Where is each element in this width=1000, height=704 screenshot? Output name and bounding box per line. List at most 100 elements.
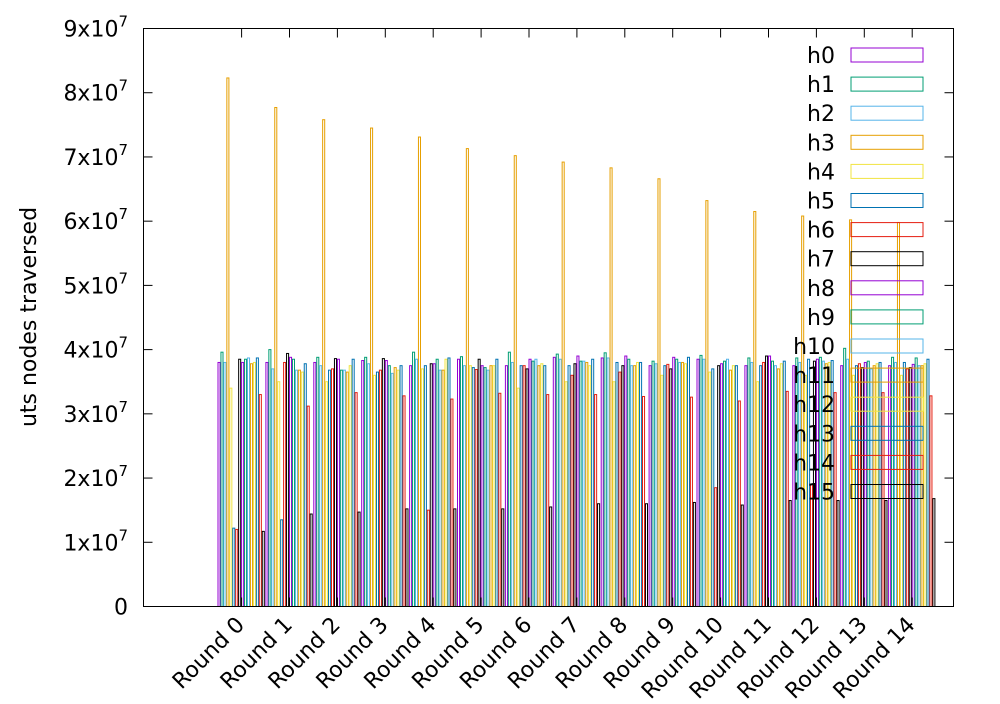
bar-h7-round-8 bbox=[621, 365, 625, 608]
bar-h12-round-10 bbox=[731, 365, 735, 608]
bar-h8-round-0 bbox=[241, 361, 245, 607]
bar-h13-round-11 bbox=[782, 360, 786, 608]
bar-h0-round-8 bbox=[600, 357, 604, 607]
bar-h1-round-13 bbox=[843, 347, 847, 607]
y-tick-label: 4x107 bbox=[63, 334, 128, 364]
bar-h14-round-5 bbox=[498, 392, 502, 607]
bar-h15-round-4 bbox=[453, 508, 457, 608]
bar-h10-round-4 bbox=[438, 369, 442, 607]
bar-h15-round-2 bbox=[357, 511, 361, 608]
bar-h11-round-10 bbox=[728, 369, 733, 607]
bar-h1-round-11 bbox=[747, 357, 751, 607]
bar-h10-round-0 bbox=[247, 357, 251, 607]
bar-h6-round-6 bbox=[522, 365, 526, 608]
legend-label: h0 bbox=[807, 44, 835, 69]
bar-h14-round-9 bbox=[689, 396, 693, 608]
bar-h3-round-4 bbox=[417, 136, 422, 607]
legend-swatch bbox=[850, 484, 924, 499]
bar-h14-round-3 bbox=[402, 395, 406, 607]
legend-swatch bbox=[850, 134, 924, 150]
legend-label: h8 bbox=[807, 277, 835, 302]
legend-swatch bbox=[850, 367, 924, 383]
bar-h15-round-0 bbox=[261, 530, 265, 607]
bar-h9-round-9 bbox=[675, 358, 679, 607]
bar-h12-round-8 bbox=[636, 361, 640, 607]
bar-h0-round-10 bbox=[696, 358, 700, 607]
bar-h15-round-6 bbox=[549, 506, 553, 607]
bar-h4-round-8 bbox=[612, 381, 616, 607]
bar-h3-round-6 bbox=[513, 155, 517, 607]
bar-h4-round-11 bbox=[756, 381, 760, 607]
bar-h4-round-0 bbox=[229, 387, 233, 608]
bar-h0-round-9 bbox=[648, 365, 652, 608]
bar-h4-round-14 bbox=[899, 374, 903, 607]
bar-h10-round-10 bbox=[726, 358, 730, 607]
bar-h11-round-7 bbox=[585, 361, 589, 607]
legend-swatch bbox=[850, 425, 924, 441]
bar-h6-round-3 bbox=[378, 369, 382, 607]
bar-h12-round-6 bbox=[540, 363, 544, 607]
y-tick-label: 3x107 bbox=[63, 398, 128, 428]
bar-h11-round-9 bbox=[681, 361, 685, 607]
bar-h7-round-6 bbox=[525, 368, 529, 607]
legend-label: h9 bbox=[807, 306, 835, 331]
bar-h1-round-10 bbox=[699, 354, 703, 608]
bar-h3-round-9 bbox=[657, 178, 661, 607]
y-tick-label: 8x107 bbox=[63, 77, 128, 107]
y-tick-label: 1x107 bbox=[63, 526, 128, 556]
bar-h8-round-1 bbox=[289, 356, 293, 607]
bar-h5-round-2 bbox=[328, 369, 332, 607]
bar-h6-round-8 bbox=[618, 371, 622, 607]
bar-h2-round-7 bbox=[558, 358, 562, 607]
legend-swatch bbox=[850, 280, 924, 296]
bar-h0-round-7 bbox=[552, 356, 556, 607]
bar-h9-round-6 bbox=[531, 360, 535, 608]
legend-label: h12 bbox=[793, 393, 835, 418]
bar-h6-round-0 bbox=[235, 528, 239, 607]
bar-h0-round-5 bbox=[457, 358, 461, 607]
bar-h13-round-6 bbox=[543, 365, 547, 608]
legend-swatch bbox=[850, 251, 924, 267]
bar-h9-round-14 bbox=[914, 357, 918, 607]
y-axis-tick-labels: 0 1x107 2x107 3x107 4x107 5x107 6x107 7x107 8x10… bbox=[63, 13, 128, 621]
bar-h12-round-13 bbox=[875, 363, 879, 607]
bar-h3-round-11 bbox=[753, 211, 757, 607]
bar-h2-round-6 bbox=[510, 361, 514, 607]
bar-h10-round-2 bbox=[342, 369, 346, 607]
bar-h5-round-9 bbox=[663, 365, 667, 608]
bar-h7-round-2 bbox=[333, 358, 338, 607]
bar-h14-round-1 bbox=[306, 405, 310, 607]
bar-h10-round-6 bbox=[534, 358, 538, 607]
bar-h10-round-7 bbox=[582, 360, 586, 608]
bar-h1-round-4 bbox=[412, 351, 416, 607]
bar-h11-round-3 bbox=[393, 367, 397, 607]
bar-h12-round-7 bbox=[588, 365, 592, 608]
bar-h13-round-2 bbox=[351, 358, 355, 607]
bar-h13-round-1 bbox=[303, 363, 307, 607]
bar-h12-round-1 bbox=[300, 371, 304, 607]
bar-h8-round-14 bbox=[911, 363, 915, 607]
legend-label: h15 bbox=[793, 481, 835, 506]
bar-h12-round-0 bbox=[252, 361, 256, 607]
bar-h6-round-9 bbox=[666, 363, 670, 607]
bar-h12-round-14 bbox=[923, 363, 927, 607]
bar-h13-round-3 bbox=[399, 365, 403, 608]
bar-h15-round-9 bbox=[692, 501, 696, 607]
bar-h9-round-8 bbox=[627, 358, 631, 607]
bar-h10-round-13 bbox=[869, 368, 873, 607]
bar-h2-round-2 bbox=[319, 365, 323, 608]
legend-swatch bbox=[850, 105, 924, 121]
bar-h13-round-7 bbox=[591, 358, 595, 607]
bar-h2-round-11 bbox=[750, 361, 754, 607]
bar-h0-round-1 bbox=[265, 361, 269, 607]
bar-h7-round-9 bbox=[669, 368, 673, 607]
bar-h8-round-11 bbox=[768, 355, 772, 607]
bar-h9-round-10 bbox=[723, 360, 727, 608]
bar-h12-round-11 bbox=[779, 363, 783, 607]
bar-h3-round-10 bbox=[705, 200, 709, 607]
y-axis-label: uts nodes traversed bbox=[17, 207, 42, 427]
bar-h9-round-0 bbox=[244, 358, 248, 607]
bar-h9-round-13 bbox=[866, 360, 870, 608]
legend-label: h4 bbox=[807, 160, 835, 185]
